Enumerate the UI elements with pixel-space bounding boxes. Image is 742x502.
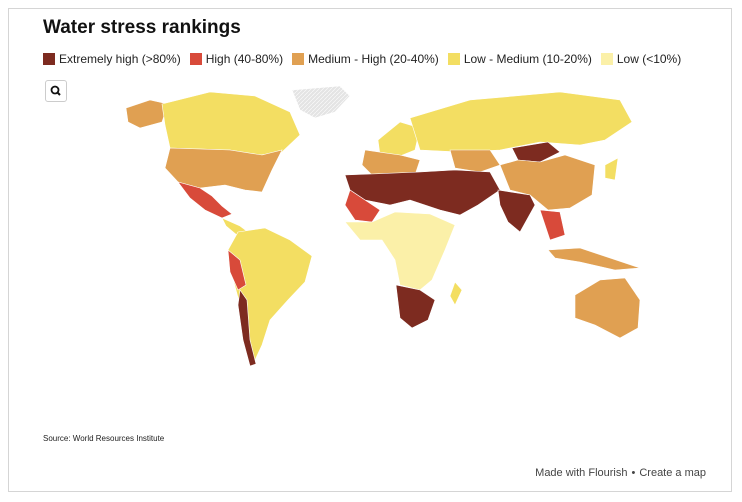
separator: • <box>631 467 636 479</box>
mongolia <box>511 141 561 163</box>
search-icon <box>50 85 61 96</box>
japan <box>604 157 619 181</box>
legend-label: Extremely high (>80%) <box>59 52 181 66</box>
search-button[interactable] <box>45 80 67 102</box>
source: Source: World Resources Institute <box>43 434 165 443</box>
central-africa <box>344 211 456 291</box>
chile <box>237 289 257 367</box>
central-asia <box>449 149 501 173</box>
indonesia <box>547 247 641 271</box>
footer: Made with Flourish • Create a map <box>535 467 706 479</box>
china <box>499 154 596 211</box>
legend-item: Extremely high (>80%) <box>43 52 181 66</box>
legend-swatch <box>292 53 305 65</box>
legend-label: High (40-80%) <box>205 52 284 66</box>
legend-label: Low - Medium (10-20%) <box>463 52 592 66</box>
australia <box>574 277 641 339</box>
alaska <box>125 99 169 129</box>
legend-swatch <box>189 53 202 65</box>
peru <box>227 249 247 291</box>
usa <box>164 147 283 193</box>
legend-item: Low - Medium (10-20%) <box>447 52 592 66</box>
made-with-link[interactable]: Made with Flourish <box>535 467 628 479</box>
southeast-asia <box>539 209 566 241</box>
mexico <box>177 181 233 219</box>
russia <box>409 91 633 153</box>
legend-swatch <box>447 53 460 65</box>
southern-africa <box>395 284 436 329</box>
greenland <box>291 85 351 119</box>
legend-swatch <box>600 53 613 65</box>
legend-item: Low (<10%) <box>600 52 682 66</box>
legend-label: Low (<10%) <box>616 52 682 66</box>
madagascar <box>449 281 463 306</box>
legend-label: Medium - High (20-40%) <box>308 52 439 66</box>
legend-item: Medium - High (20-40%) <box>292 52 439 66</box>
legend-item: High (40-80%) <box>189 52 284 66</box>
frame <box>8 8 732 492</box>
create-map-link[interactable]: Create a map <box>639 467 706 479</box>
title: Water stress rankings <box>43 17 241 38</box>
legend: Extremely high (>80%) High (40-80%) Medium… <box>43 52 681 66</box>
legend-swatch <box>43 53 55 65</box>
canada <box>161 91 301 156</box>
india <box>497 189 536 233</box>
